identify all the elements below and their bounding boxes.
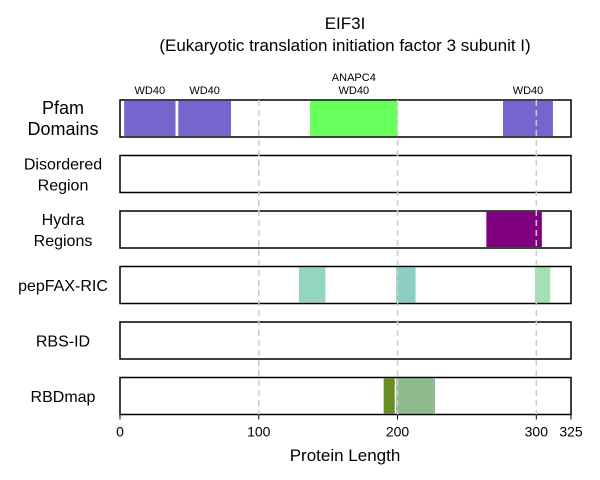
track-segment (396, 378, 436, 414)
x-tick-label: 300 (525, 424, 549, 440)
x-axis-title: Protein Length (290, 446, 401, 465)
track-frame (119, 154, 572, 194)
x-tick-label: 200 (386, 424, 410, 440)
track-segment (503, 101, 553, 136)
domain-label: WD40 (513, 85, 544, 97)
domain-label: WD40 (135, 85, 166, 97)
track-segment (299, 267, 326, 303)
track-label: Domains (27, 119, 98, 139)
track-label: Region (38, 178, 89, 195)
track-segment (310, 101, 398, 136)
x-tick-label: 0 (116, 424, 124, 440)
domain-label: ANAPC4 (332, 72, 376, 84)
track-segment (124, 101, 176, 136)
track-segment (178, 101, 232, 136)
track-segment (486, 212, 542, 247)
track-frame (119, 99, 572, 138)
track-label: Hydra (42, 212, 85, 229)
track-frame (119, 376, 572, 416)
track-label: Pfam (42, 98, 84, 118)
track-label: Disordered (24, 157, 102, 174)
domain-label: WD40 (189, 85, 220, 97)
chart-title: EIF3I (325, 14, 366, 33)
track-label: RBDmap (31, 389, 96, 406)
track-label: Regions (34, 233, 93, 250)
track-frame (119, 265, 572, 305)
gridlines (258, 100, 538, 415)
domain-label: WD40 (339, 85, 370, 97)
x-axis: 0 100 200 300 325 (116, 414, 583, 440)
track-segment (383, 378, 395, 414)
track-segment (396, 267, 416, 303)
chart-subtitle: (Eukaryotic translation initiation facto… (159, 36, 530, 55)
track-frame (119, 210, 572, 249)
track-label: pepFAX-RIC (18, 278, 108, 295)
track-label: RBS-ID (36, 334, 90, 351)
x-tick-label: 325 (559, 424, 583, 440)
track-frame (119, 321, 572, 360)
x-tick-label: 100 (247, 424, 271, 440)
track-segment (534, 267, 551, 303)
